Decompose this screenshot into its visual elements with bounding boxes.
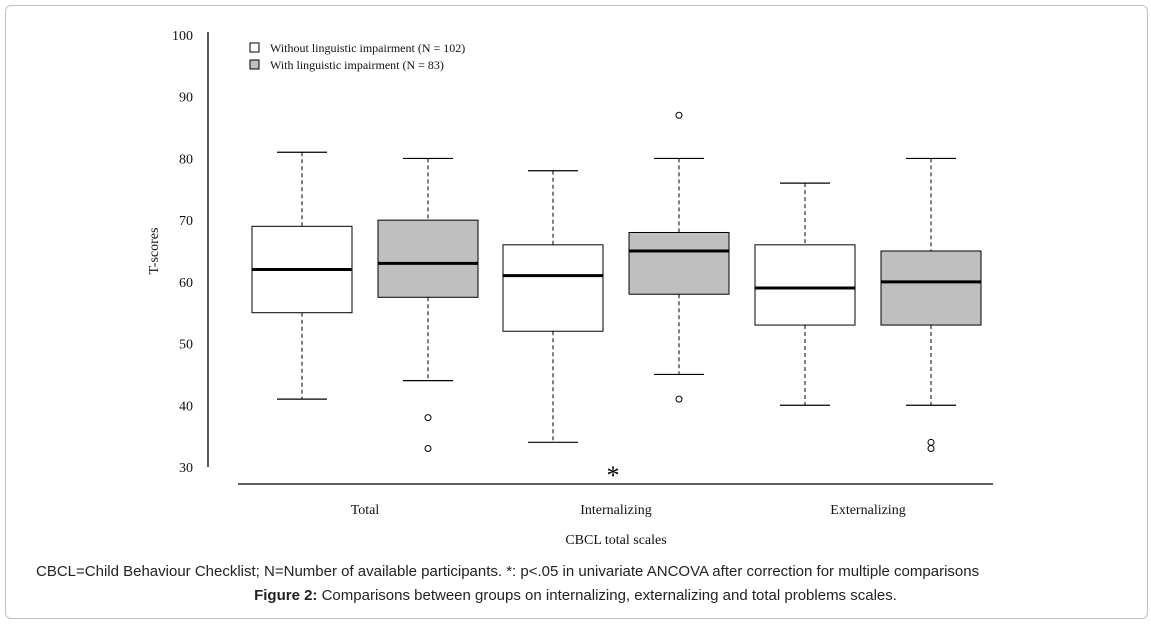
figure-caption-label: Figure 2: [254, 587, 318, 604]
x-tick-label: Externalizing [830, 503, 905, 518]
iqr-box [628, 231, 730, 295]
y-tick-label: 80 [179, 152, 193, 167]
iqr-box [754, 244, 856, 326]
outlier-point [675, 111, 683, 119]
box-plot-chart: 30 40 50 60 70 80 90 100 T-scores Total Internaliz… [147, 29, 993, 548]
y-tick-label: 70 [179, 214, 193, 229]
legend-swatch [249, 42, 260, 53]
iqr-box [880, 250, 982, 326]
y-tick-label: 60 [179, 276, 193, 291]
significance-marker: * [607, 461, 620, 490]
iqr-box [377, 219, 479, 298]
outlier-point [927, 438, 935, 446]
legend-label: With linguistic impairment (N = 83) [270, 58, 444, 72]
footnote: CBCL=Child Behaviour Checklist; N=Number… [36, 563, 980, 580]
x-axis-title: CBCL total scales [565, 533, 666, 548]
y-tick-label: 40 [179, 399, 193, 414]
legend-swatch [249, 59, 260, 70]
outlier-point [424, 414, 432, 422]
x-tick-label: Internalizing [580, 503, 652, 518]
y-tick-label: 50 [179, 338, 193, 353]
iqr-box [502, 244, 604, 332]
x-tick-label: Total [351, 503, 380, 518]
figure-caption: Figure 2: Comparisons between groups on … [0, 587, 1151, 604]
outlier-point [927, 444, 935, 452]
y-tick-label: 30 [179, 461, 193, 476]
outlier-point [424, 444, 432, 452]
outlier-point [675, 395, 683, 403]
legend-label: Without linguistic impairment (N = 102) [270, 41, 465, 55]
y-axis-title: T-scores [147, 228, 162, 275]
y-tick-label: 100 [172, 29, 193, 44]
y-tick-label: 90 [179, 91, 193, 106]
figure-caption-text: Comparisons between groups on internaliz… [321, 587, 897, 604]
